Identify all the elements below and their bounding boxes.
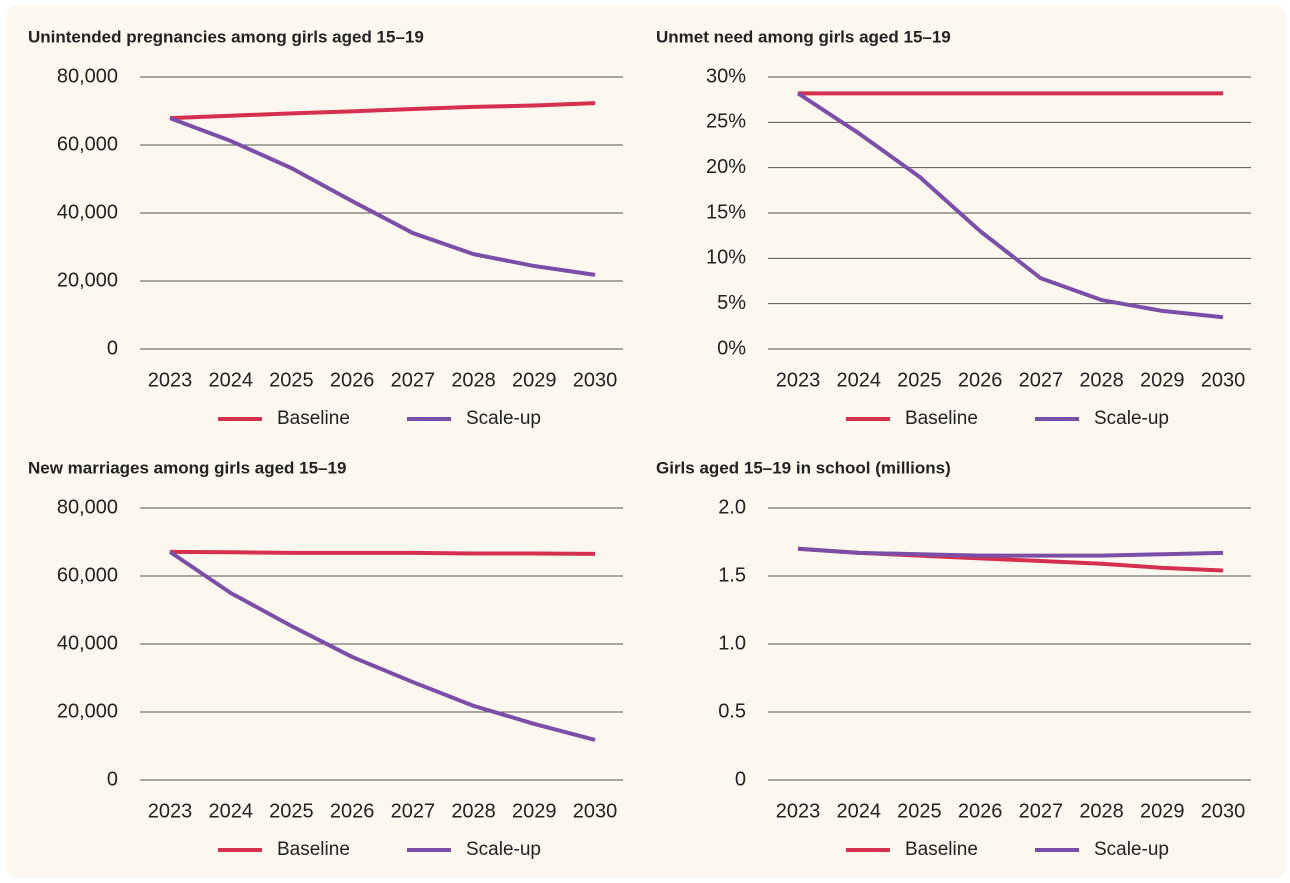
x-tick-label: 2027 [391,800,436,822]
x-tick-label: 2029 [512,800,557,822]
x-tick-label: 2026 [330,369,375,391]
x-tick-label: 2023 [148,369,193,391]
y-tick-label: 2.0 [718,496,746,518]
chart-title: Unmet need among girls aged 15–19 [656,27,951,46]
x-tick-label: 2024 [836,800,881,822]
x-tick-label: 2025 [897,800,942,822]
x-tick-label: 2026 [958,800,1003,822]
y-tick-label: 0% [717,337,746,359]
x-tick-label: 2030 [1201,800,1246,822]
y-tick-label: 30% [706,65,746,87]
x-tick-label: 2025 [897,369,942,391]
x-tick-label: 2023 [776,369,821,391]
y-tick-label: 20,000 [57,700,118,722]
legend-label: Scale-up [1094,839,1169,860]
x-tick-label: 2023 [148,800,193,822]
data-line [796,91,1224,320]
x-tick-label: 2027 [391,369,436,391]
x-tick-label: 2030 [1201,369,1246,391]
x-tick-label: 2024 [836,369,881,391]
x-tick-label: 2024 [208,369,253,391]
legend-label: Scale-up [466,839,541,860]
legend-label: Baseline [277,839,350,860]
x-tick-label: 2028 [451,800,496,822]
data-line [169,101,596,121]
background [6,6,1286,878]
data-line [169,549,596,556]
y-tick-label: 0 [107,768,118,790]
data-line [169,116,596,277]
x-tick-label: 2027 [1019,800,1064,822]
x-tick-label: 2026 [330,800,375,822]
x-tick-label: 2028 [1079,800,1124,822]
x-tick-label: 2028 [1079,369,1124,391]
x-tick-label: 2029 [1140,800,1185,822]
x-tick-label: 2026 [958,369,1003,391]
y-tick-label: 10% [706,247,746,269]
x-tick-label: 2030 [573,369,618,391]
y-tick-label: 15% [706,201,746,223]
chart-title: Unintended pregnancies among girls aged … [28,27,424,46]
y-tick-label: 40,000 [57,632,118,654]
y-tick-label: 80,000 [57,65,118,87]
chart-title: New marriages among girls aged 15–19 [28,458,346,477]
y-tick-label: 40,000 [57,201,118,223]
y-tick-label: 80,000 [57,496,118,518]
y-tick-label: 0 [735,768,746,790]
x-tick-label: 2028 [451,369,496,391]
y-tick-label: 60,000 [57,133,118,155]
x-tick-label: 2029 [1140,369,1185,391]
data-line [168,550,596,742]
x-tick-label: 2029 [512,369,557,391]
legend-label: Scale-up [1094,408,1169,429]
legend-label: Baseline [905,839,978,860]
x-tick-label: 2025 [269,369,314,391]
legend-label: Baseline [277,408,350,429]
y-tick-label: 5% [717,292,746,314]
y-tick-label: 20,000 [57,269,118,291]
x-tick-label: 2024 [208,800,253,822]
y-tick-label: 0.5 [718,700,746,722]
x-tick-label: 2025 [269,800,314,822]
data-line [797,546,1224,558]
legend-label: Baseline [905,408,978,429]
chart-title: Girls aged 15–19 in school (millions) [656,458,951,477]
x-tick-label: 2027 [1019,369,1064,391]
y-tick-label: 60,000 [57,564,118,586]
x-tick-label: 2023 [776,800,821,822]
y-tick-label: 0 [107,337,118,359]
y-tick-label: 20% [706,156,746,178]
legend-label: Scale-up [466,408,541,429]
y-tick-label: 25% [706,111,746,133]
y-tick-label: 1.0 [718,632,746,654]
x-tick-label: 2030 [573,800,618,822]
y-tick-label: 1.5 [718,564,746,586]
